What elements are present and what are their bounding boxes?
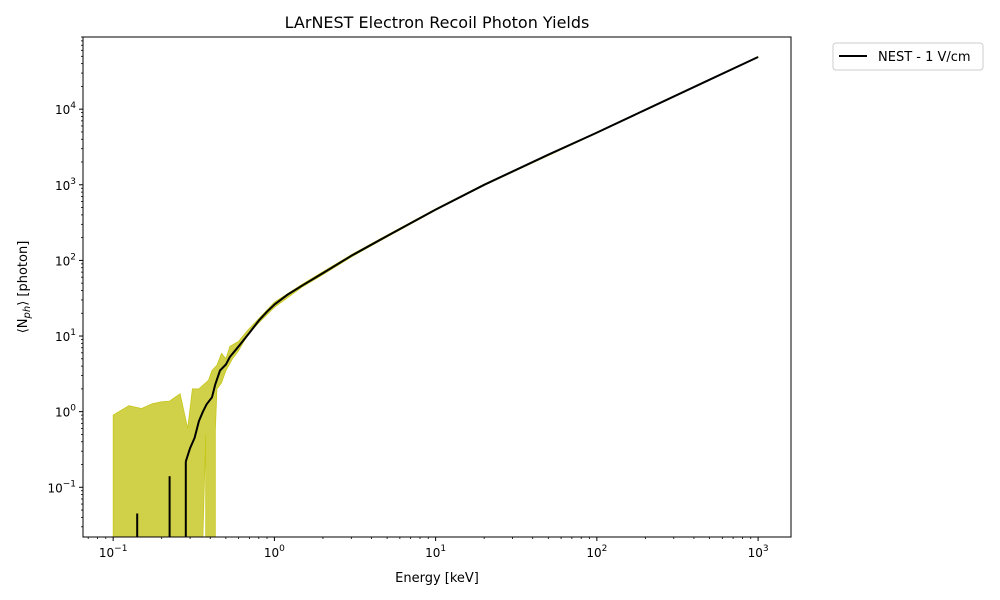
y-axis-label: ⟨Nph⟩ [photon] xyxy=(16,241,33,334)
tick-exponent: 3 xyxy=(70,177,76,187)
x-tick-label: 103 xyxy=(748,544,769,560)
tick-base: 10 xyxy=(425,546,440,560)
tick-base: 10 xyxy=(55,330,70,344)
x-tick-label: 100 xyxy=(264,544,285,560)
y-tick-label: 104 xyxy=(55,101,76,117)
tick-exponent: 0 xyxy=(279,544,285,554)
legend-box xyxy=(832,42,984,71)
x-axis: 10−1 100 101 102 103 xyxy=(87,537,769,560)
tick-exponent: 2 xyxy=(70,252,76,262)
tick-exponent: −1 xyxy=(114,544,127,554)
tick-exponent: 2 xyxy=(602,544,608,554)
x-tick-label: 102 xyxy=(586,544,607,560)
x-tick-label: 101 xyxy=(425,544,446,560)
y-tick-label: 103 xyxy=(55,177,76,193)
tick-base: 10 xyxy=(55,103,70,117)
y-axis-label-tail: ⟩ [photon] xyxy=(16,241,31,306)
y-tick-label: 100 xyxy=(55,404,76,420)
series-layer xyxy=(136,56,759,537)
y-axis-label-subscript: ph xyxy=(22,306,33,320)
tick-base: 10 xyxy=(264,546,279,560)
tick-exponent: 1 xyxy=(440,544,446,554)
legend-entry: NEST - 1 V/cm xyxy=(878,50,971,65)
tick-exponent: 1 xyxy=(70,328,76,338)
y-tick-label: 102 xyxy=(55,252,76,268)
x-tick-label: 10−1 xyxy=(99,544,128,560)
series-line-segment xyxy=(184,56,759,462)
tick-exponent: 3 xyxy=(763,544,769,554)
x-axis-label: Energy [keV] xyxy=(395,571,479,586)
tick-base: 10 xyxy=(55,179,70,193)
tick-exponent: 4 xyxy=(70,101,76,111)
tick-base: 10 xyxy=(99,546,114,560)
tick-base: 10 xyxy=(586,546,601,560)
y-axis-label-main: ⟨N xyxy=(16,318,31,333)
chart-title: LArNEST Electron Recoil Photon Yields xyxy=(285,13,590,32)
y-tick-label: 101 xyxy=(55,328,76,344)
tick-base: 10 xyxy=(748,546,763,560)
tick-base: 10 xyxy=(55,254,70,268)
legend: NEST - 1 V/cm xyxy=(832,42,984,71)
plot-area xyxy=(112,55,759,537)
tick-base: 10 xyxy=(55,406,70,420)
y-tick-label: 10−1 xyxy=(47,479,76,495)
plot-frame xyxy=(82,36,792,538)
tick-exponent: 0 xyxy=(70,404,76,414)
tick-base: 10 xyxy=(47,481,62,495)
tick-exponent: −1 xyxy=(63,479,76,489)
